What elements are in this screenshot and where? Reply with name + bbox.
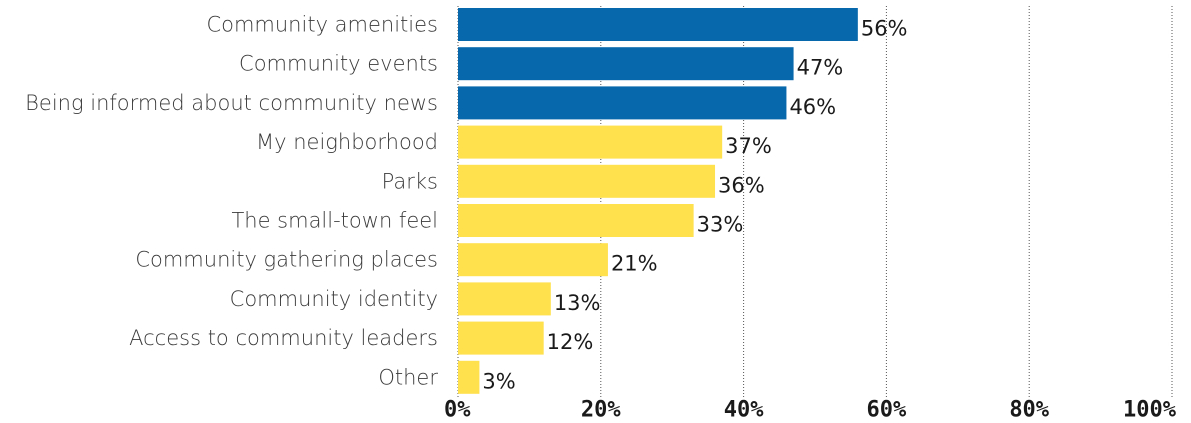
bar-10	[458, 360, 480, 394]
category-labels: Community amenities Community events Being…	[25, 13, 438, 390]
bar-9	[458, 321, 544, 355]
x-tick-label-0: 0%	[444, 398, 471, 423]
value-label-7: 21%	[611, 252, 658, 276]
value-label-4: 37%	[725, 134, 772, 158]
value-label-6: 33%	[697, 213, 744, 237]
bar-6	[458, 204, 694, 237]
x-tick-label-80: 80%	[1009, 398, 1049, 423]
category-label-5: Parks	[382, 169, 438, 193]
bar-2	[458, 47, 794, 81]
x-tick-label-40: 40%	[724, 398, 764, 423]
gridlines	[457, 6, 1173, 398]
bars	[458, 8, 858, 394]
category-label-3: Being informed about community news	[25, 91, 438, 115]
value-label-3: 46%	[789, 95, 836, 119]
category-label-9: Access to community leaders	[129, 326, 438, 350]
value-label-5: 36%	[718, 173, 765, 197]
value-label-8: 13%	[554, 291, 601, 315]
bar-4	[458, 125, 723, 159]
bar-8	[458, 282, 551, 316]
category-label-8: Community identity	[230, 287, 438, 311]
category-label-4: My neighborhood	[256, 130, 438, 154]
bar-5	[458, 164, 716, 198]
category-label-10: Other	[378, 365, 438, 389]
value-label-2: 47%	[797, 56, 844, 80]
value-label-10: 3%	[482, 369, 515, 393]
value-label-9: 12%	[547, 330, 594, 354]
category-label-2: Community events	[239, 52, 438, 76]
category-label-1: Community amenities	[206, 13, 438, 37]
bar-1	[458, 8, 858, 41]
x-tick-label-100: 100%	[1123, 398, 1177, 423]
category-label-7: Community gathering places	[135, 248, 438, 272]
category-label-6: The small-town feel	[231, 209, 438, 233]
x-axis-ticks: 0% 20% 40% 60% 80% 100%	[444, 398, 1177, 423]
x-tick-label-60: 60%	[867, 398, 907, 423]
bar-3	[458, 86, 787, 120]
value-label-1: 56%	[861, 17, 908, 41]
bar-7	[458, 243, 608, 277]
x-tick-label-20: 20%	[581, 398, 621, 423]
value-labels: 56% 47% 46% 37% 36% 33% 21% 13% 12% 3%	[482, 17, 907, 394]
